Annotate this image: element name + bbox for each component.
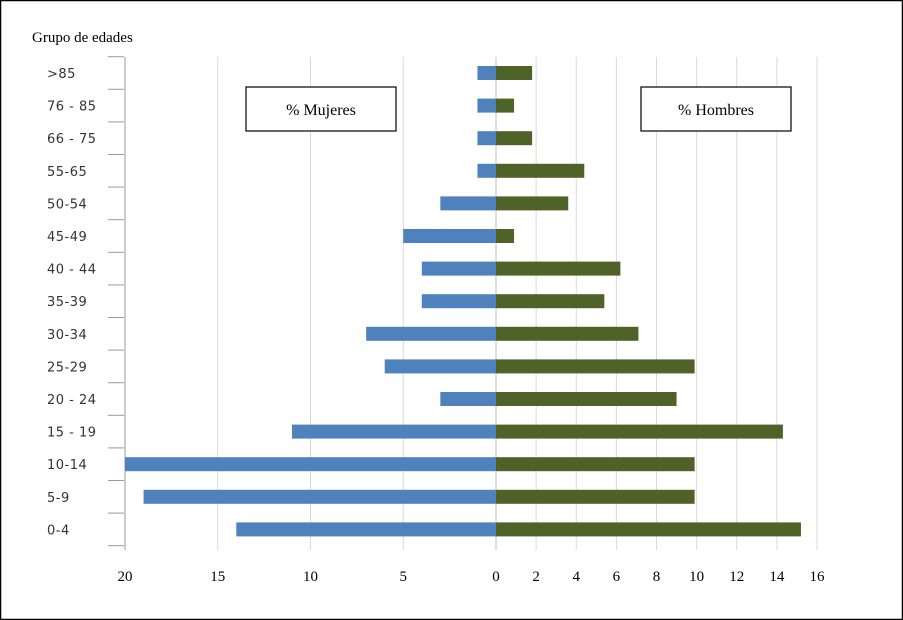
bar-mujeres: [421, 261, 496, 276]
x-axis-tick-labels: 20 15 10 5 0 2 4 6 8 10 12 14 16: [118, 569, 826, 585]
x-tick-label: 15: [210, 569, 225, 585]
x-tick-label: 2: [532, 569, 540, 585]
bar-hombres: [496, 424, 783, 439]
bar-mujeres: [403, 229, 496, 243]
category-label: 30-34: [47, 328, 87, 343]
x-tick-label: 8: [653, 569, 661, 585]
bar-hombres: [496, 163, 585, 178]
chart-title: Grupo de edades: [32, 30, 133, 46]
bar-mujeres: [477, 98, 496, 113]
bar-hombres: [496, 229, 515, 243]
bar-mujeres: [421, 294, 496, 309]
category-label: 15 - 19: [47, 426, 97, 441]
x-tick-label: 10: [303, 569, 318, 585]
bar-hombres: [496, 392, 677, 406]
bar-hombres: [496, 522, 801, 537]
bar-hombres: [496, 131, 533, 146]
category-label: 35-39: [47, 295, 87, 310]
category-label: 25-29: [47, 360, 87, 375]
category-label: 40 - 44: [47, 263, 97, 278]
category-label: >85: [47, 67, 76, 82]
category-label: 50-54: [47, 197, 87, 212]
category-labels: >85 76 - 85 66 - 75 55-65 50-54 45-49 40 - 44 3…: [47, 67, 97, 538]
x-tick-label: 6: [613, 569, 621, 585]
bar-hombres: [496, 359, 695, 374]
x-tick-label: 10: [689, 569, 704, 585]
legend-box-mujeres: [245, 86, 397, 132]
bars-group: [125, 66, 801, 537]
bar-hombres: [496, 294, 605, 309]
bar-mujeres: [477, 66, 496, 80]
x-tick-label: 20: [118, 569, 133, 585]
bar-mujeres: [477, 131, 496, 146]
category-label: 76 - 85: [47, 100, 97, 115]
category-label: 10-14: [47, 458, 87, 473]
x-tick-label: 0: [492, 569, 500, 585]
legend-box-hombres: [640, 86, 792, 132]
x-tick-label: 5: [400, 569, 408, 585]
bar-hombres: [496, 326, 639, 341]
bar-hombres: [496, 489, 695, 504]
category-label: 45-49: [47, 230, 87, 245]
bar-mujeres: [143, 489, 497, 504]
bar-mujeres: [236, 522, 497, 537]
category-label: 66 - 75: [47, 132, 97, 147]
bar-mujeres: [125, 457, 496, 472]
bar-mujeres: [384, 359, 496, 374]
bar-hombres: [496, 196, 569, 211]
bar-hombres: [496, 261, 621, 276]
x-tick-label: 16: [810, 569, 826, 585]
category-label: 20 - 24: [47, 393, 97, 408]
bar-hombres: [496, 98, 515, 113]
bar-mujeres: [291, 424, 496, 439]
category-label: 55-65: [47, 165, 87, 180]
bar-hombres: [496, 457, 695, 472]
bar-mujeres: [440, 196, 496, 211]
bar-mujeres: [440, 392, 496, 406]
x-tick-label: 12: [729, 569, 744, 585]
y-axis-ticks: [108, 56, 124, 547]
category-label: 5-9: [47, 491, 70, 506]
bar-hombres: [496, 66, 533, 80]
legend-label-hombres: % Hombres: [678, 102, 754, 119]
bar-mujeres: [366, 326, 496, 341]
x-tick-label: 14: [769, 569, 785, 585]
bar-mujeres: [477, 163, 496, 178]
legend-label-mujeres: % Mujeres: [286, 102, 356, 119]
category-label: 0-4: [47, 523, 70, 538]
x-tick-label: 4: [573, 569, 581, 585]
